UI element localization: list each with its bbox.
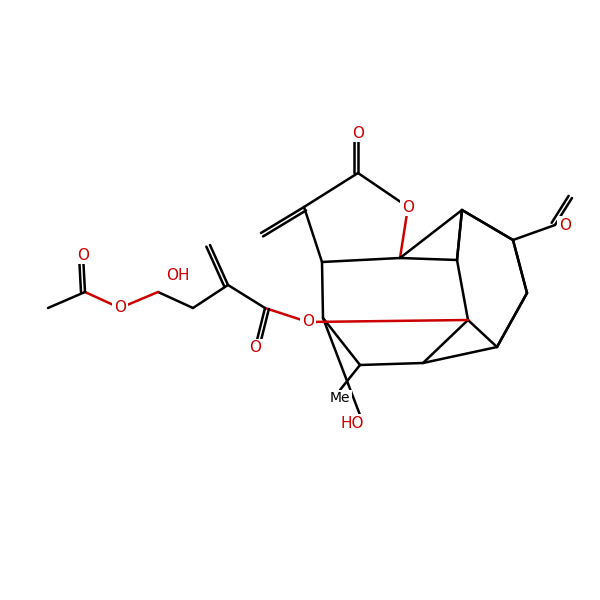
Text: OH: OH [166, 268, 190, 283]
Text: Me: Me [330, 391, 350, 405]
Text: O: O [559, 217, 571, 232]
Text: HO: HO [340, 415, 364, 431]
Text: O: O [302, 314, 314, 329]
Text: O: O [402, 199, 414, 214]
Text: O: O [352, 125, 364, 140]
Text: O: O [249, 340, 261, 355]
Text: O: O [114, 301, 126, 316]
Text: O: O [77, 247, 89, 263]
